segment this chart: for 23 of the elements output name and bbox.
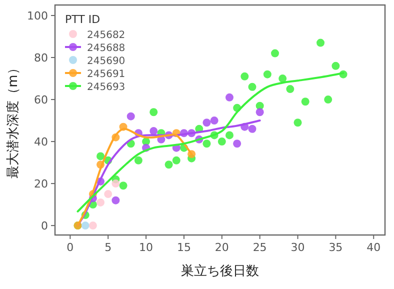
- x-tick-label: 30: [290, 241, 305, 254]
- x-tick-label: 0: [66, 241, 74, 254]
- y-axis-title: 最大潜水深度（m）: [5, 62, 21, 178]
- legend-label: 245690: [87, 56, 126, 67]
- x-tick-label: 20: [214, 241, 229, 254]
- legend-label: 245688: [87, 43, 126, 54]
- legend-title: PTT ID: [65, 13, 100, 26]
- x-tick-label: 35: [328, 241, 343, 254]
- legend-label: 245693: [87, 82, 126, 93]
- y-tick-label: 40: [34, 136, 48, 149]
- legend-label: 245682: [87, 30, 126, 41]
- x-tick-label: 5: [104, 241, 112, 254]
- y-tick-label: 80: [34, 52, 48, 65]
- x-tick-label: 10: [139, 241, 154, 254]
- x-tick-label: 25: [252, 241, 267, 254]
- x-tick-label: 40: [366, 241, 381, 254]
- y-tick-label: 0: [41, 220, 48, 233]
- x-tick-label: 15: [176, 241, 191, 254]
- y-tick-label: 100: [27, 10, 48, 22]
- y-tick-label: 20: [34, 178, 48, 191]
- y-tick-label: 60: [34, 94, 48, 107]
- x-axis-title: 巣立ち後日数: [181, 263, 259, 279]
- legend-label: 245691: [87, 69, 126, 80]
